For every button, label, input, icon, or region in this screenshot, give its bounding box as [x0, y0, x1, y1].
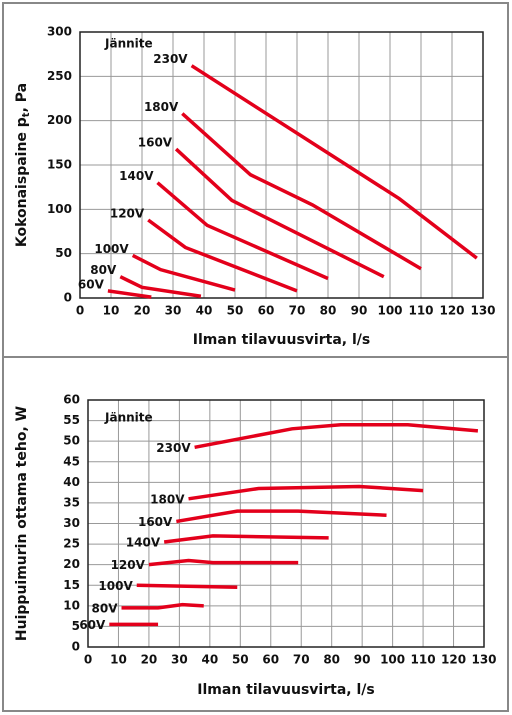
y-tick-label: 55 [63, 413, 80, 427]
y-tick-label: 0 [64, 291, 72, 305]
series-line [131, 253, 236, 292]
y-tick-label: 50 [63, 434, 80, 448]
plot-frame [79, 31, 484, 299]
x-tick-label: 120 [439, 304, 464, 318]
x-tick-label: 60 [262, 653, 279, 667]
y-axis-title-part: Kokonaispaine p [14, 117, 30, 247]
x-tick-label: 40 [196, 304, 213, 318]
x-tick-label: 130 [470, 304, 495, 318]
series-label: 140V [119, 169, 154, 183]
y-tick-label: 30 [63, 516, 80, 530]
x-tick-label: 20 [134, 304, 151, 318]
x-tick-label: 70 [293, 653, 310, 667]
series-label: 60V [79, 618, 106, 632]
x-tick-label: 130 [471, 653, 496, 667]
y-tick-label: 300 [47, 25, 72, 39]
series-line [163, 534, 329, 544]
series-line [121, 602, 204, 610]
x-tick-label: 10 [103, 304, 120, 318]
series-line [148, 558, 299, 567]
x-tick-label: 100 [377, 304, 402, 318]
series-label: 180V [150, 492, 185, 506]
x-tick-label: 90 [351, 304, 368, 318]
x-tick-label: 10 [110, 653, 127, 667]
y-axis-title-part: , Pa [14, 83, 30, 113]
y-tick-label: 45 [63, 454, 80, 468]
x-tick-label: 60 [258, 304, 275, 318]
series-line [188, 484, 424, 501]
plot-frame [87, 399, 485, 648]
y-tick-label: 10 [63, 598, 80, 612]
x-axis-title: Ilman tilavuusvirta, l/s [193, 332, 370, 348]
annotation: Jännite [104, 37, 153, 51]
series-label: 100V [98, 579, 133, 593]
series-line [181, 112, 422, 271]
y-tick-label: 35 [63, 495, 80, 509]
x-tick-label: 20 [141, 653, 158, 667]
series-line [156, 181, 329, 281]
x-tick-label: 100 [380, 653, 405, 667]
y-tick-label: 25 [63, 537, 80, 551]
series-label: 120V [111, 558, 146, 572]
series-label: 140V [126, 536, 161, 550]
y-tick-label: 150 [47, 158, 72, 172]
series-label: 230V [156, 441, 191, 455]
series-label: 160V [138, 515, 173, 529]
y-axis-title-part: Huippuimurin ottama teho, W [14, 406, 30, 641]
series-label: 230V [153, 52, 188, 66]
x-tick-label: 70 [289, 304, 306, 318]
x-tick-label: 110 [408, 304, 433, 318]
series-line [107, 289, 152, 299]
x-tick-label: 30 [165, 304, 182, 318]
series-line [119, 275, 202, 298]
series-label: 120V [110, 206, 145, 220]
series-label: 160V [138, 136, 173, 150]
y-tick-label: 5 [72, 619, 80, 633]
y-tick-label: 60 [63, 393, 80, 407]
y-tick-label: 100 [47, 202, 72, 216]
x-tick-label: 90 [354, 653, 371, 667]
series-label: 80V [90, 263, 117, 277]
series-line [194, 422, 479, 450]
y-axis-title-subscript: t [21, 112, 32, 117]
x-tick-label: 110 [411, 653, 436, 667]
series-label: 180V [144, 100, 179, 114]
series-line [147, 218, 298, 293]
y-tick-label: 200 [47, 113, 72, 127]
y-tick-label: 0 [72, 640, 80, 654]
x-tick-label: 50 [227, 304, 244, 318]
x-tick-label: 0 [84, 653, 92, 667]
y-tick-label: 250 [47, 69, 72, 83]
y-tick-label: 40 [63, 475, 80, 489]
y-tick-label: 50 [55, 246, 72, 260]
x-tick-label: 0 [76, 304, 84, 318]
x-tick-label: 50 [232, 653, 249, 667]
y-tick-label: 15 [63, 578, 80, 592]
series-line [176, 509, 387, 524]
series-label: 100V [94, 242, 129, 256]
y-axis-title: Huippuimurin ottama teho, W [14, 406, 30, 641]
series-line [190, 64, 478, 260]
series-label: 60V [78, 277, 105, 291]
x-tick-label: 30 [171, 653, 188, 667]
annotation: Jännite [104, 411, 153, 425]
series-label: 80V [92, 601, 119, 615]
x-tick-label: 120 [441, 653, 466, 667]
y-axis-title: Kokonaispaine pt, Pa [14, 83, 32, 247]
x-tick-label: 80 [320, 304, 337, 318]
x-tick-label: 40 [201, 653, 218, 667]
x-tick-label: 80 [323, 653, 340, 667]
series-line [174, 147, 385, 279]
series-line [136, 583, 238, 590]
x-axis-title: Ilman tilavuusvirta, l/s [197, 682, 374, 698]
y-tick-label: 20 [63, 557, 80, 571]
